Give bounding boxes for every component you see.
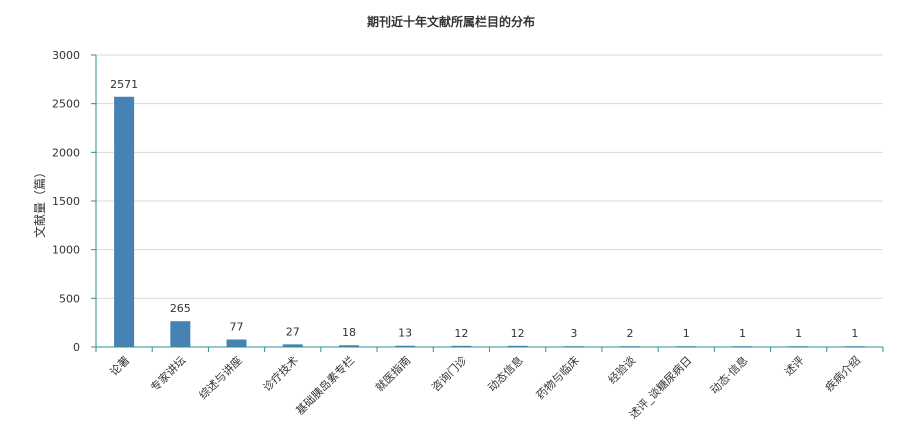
bar <box>507 345 528 347</box>
x-tick-label: 基础胰岛素专栏 <box>293 353 357 417</box>
data-label: 265 <box>170 302 191 315</box>
x-tick-label: 专家讲坛 <box>147 353 188 394</box>
x-tick-label: 诊疗技术 <box>260 353 301 394</box>
y-tick-label: 500 <box>59 292 80 305</box>
data-label: 1 <box>851 327 858 340</box>
bar <box>114 96 135 347</box>
axes <box>91 54 884 352</box>
x-tick-label: 药物与临床 <box>533 353 582 402</box>
data-labels: 2571 265 77 27 18 13 12 12 3 2 1 1 1 1 <box>110 78 858 340</box>
x-axis-ticks: 论著 专家讲坛 综述与讲座 诊疗技术基础胰岛素专栏 就医指南 咨询门诊 动态信息 药物与临床经… <box>107 353 863 421</box>
data-label: 77 <box>230 321 244 334</box>
bar <box>226 339 247 347</box>
data-label: 1 <box>683 327 690 340</box>
gridlines <box>96 54 883 299</box>
bar <box>170 321 191 347</box>
x-tick-label: 述评 <box>782 354 807 379</box>
chart-title: 期刊近十年文献所属栏目的分布 <box>367 14 535 29</box>
bar <box>282 344 303 347</box>
data-label: 27 <box>286 325 300 338</box>
data-label: 2571 <box>110 78 138 91</box>
data-label: 2 <box>627 327 634 340</box>
x-tick-label: 综述与讲座 <box>196 353 245 402</box>
bar <box>338 345 359 347</box>
y-axis-ticks: 0 500 1000 1500 2000 2500 3000 <box>52 49 80 354</box>
data-label: 18 <box>342 326 356 339</box>
data-label: 12 <box>511 327 525 340</box>
y-tick-label: 2000 <box>52 146 80 159</box>
bars <box>114 96 865 347</box>
x-tick-label: 疾病介绍 <box>822 353 863 394</box>
data-label: 3 <box>570 327 577 340</box>
x-tick-label: 就医指南 <box>372 353 413 394</box>
x-tick-label: 动态信息 <box>485 353 526 394</box>
data-label: 12 <box>454 327 468 340</box>
bar <box>451 345 472 347</box>
x-tick-label: 论著 <box>107 353 132 378</box>
data-label: 1 <box>795 327 802 340</box>
x-tick-label: 动态·信息 <box>707 353 750 396</box>
x-tick-label: 经验谈 <box>605 353 638 386</box>
bar <box>395 345 416 347</box>
x-tick-label: 咨询门诊 <box>429 353 470 394</box>
y-tick-label: 2500 <box>52 98 80 111</box>
y-tick-label: 3000 <box>52 49 80 62</box>
y-tick-label: 1000 <box>52 244 80 257</box>
data-label: 13 <box>398 327 412 340</box>
data-label: 1 <box>739 327 746 340</box>
y-axis-label: 文献量（篇） <box>32 166 47 238</box>
y-tick-label: 0 <box>73 341 80 354</box>
y-tick-label: 1500 <box>52 195 80 208</box>
